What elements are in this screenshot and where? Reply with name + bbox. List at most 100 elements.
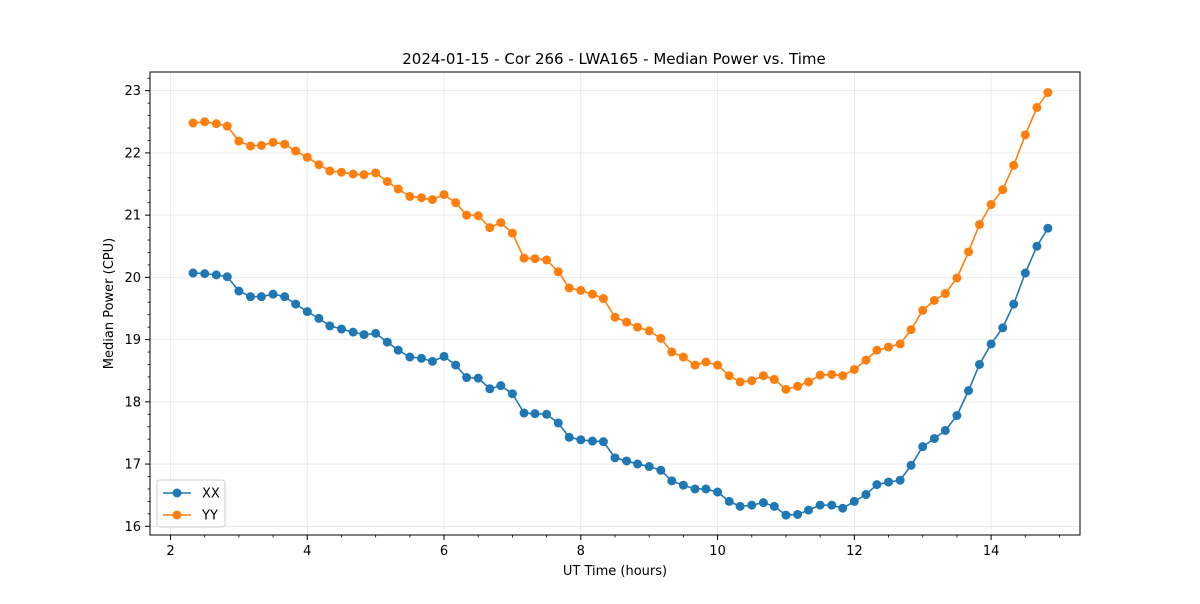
series-xx-point (793, 509, 803, 519)
series-xx-point (964, 386, 974, 396)
axis-ticks: 2 4 6 8 10 12 14 16 17 18 19 20 21 22 23 (124, 77, 1060, 559)
series-yy-point (701, 357, 711, 367)
series-xx-point (713, 487, 723, 497)
series-yy-point (587, 289, 597, 299)
series-xx-point (769, 501, 779, 511)
series-yy-point (439, 190, 449, 200)
series-yy-point (735, 377, 745, 387)
legend: XX YY (156, 479, 226, 528)
series-xx-point (348, 327, 358, 337)
series-xx-point (884, 477, 894, 487)
series-xx-point (519, 408, 529, 418)
series-xx-point (382, 337, 392, 347)
series-xx-point (473, 373, 483, 383)
series-xx-point (667, 476, 677, 486)
series-yy-point (188, 118, 198, 128)
series-xx-point (485, 384, 495, 394)
series-xx-point (542, 409, 552, 419)
series-yy-point (211, 119, 221, 129)
series-yy-point (781, 384, 791, 394)
series-xx-point (747, 500, 757, 510)
x-tick-label: 10 (709, 544, 726, 559)
y-tick-label: 19 (124, 333, 141, 348)
series-yy-point (496, 218, 506, 228)
series-xx-point (451, 360, 461, 370)
series-yy-point (952, 273, 962, 283)
series-xx-point (758, 498, 768, 508)
y-axis-label: Median Power (CPU) (102, 238, 117, 369)
plot-frame (149, 71, 1081, 536)
x-tick-label: 2 (166, 544, 174, 559)
series-xx-point (1043, 223, 1053, 233)
series-yy-point (656, 333, 666, 343)
series-yy-point (256, 140, 266, 150)
series-xx-point (405, 352, 415, 362)
series-xx-point (633, 459, 643, 469)
series-xx-point (940, 425, 950, 435)
series-xx-point (838, 503, 848, 513)
series-xx-point (918, 442, 928, 452)
series-yy-point (986, 200, 996, 210)
series-xx-point (496, 381, 506, 391)
series-xx-point (974, 359, 984, 369)
series-yy-point (416, 193, 426, 203)
series-yy-point (929, 295, 939, 305)
series-xx-point (256, 292, 266, 302)
series-xx-point (849, 496, 859, 506)
series-yy-point (758, 371, 768, 381)
y-tick-label: 18 (124, 395, 141, 410)
series-yy-point (964, 247, 974, 257)
series-xx-point (998, 323, 1008, 333)
series-xx-point (200, 269, 210, 279)
series-xx-point (598, 437, 608, 447)
series-yy-point (747, 376, 757, 386)
series-yy-point (542, 255, 552, 265)
series-yy-point (622, 317, 632, 327)
series-xx-point (1020, 268, 1030, 278)
series-yy-point (268, 137, 278, 147)
series-xx-point (644, 462, 654, 472)
series-yy-point (793, 381, 803, 391)
series-yy-point (644, 326, 654, 336)
series-xx-point (724, 496, 734, 506)
series-yy-point (918, 305, 928, 315)
grid-lines (150, 72, 1080, 535)
x-tick-label: 4 (303, 544, 311, 559)
series-yy-point (314, 160, 324, 170)
series-xx-point (393, 345, 403, 355)
series-xx-point (268, 289, 278, 299)
legend-label-yy: YY (201, 509, 218, 524)
series-yy-point (553, 267, 563, 277)
series-yy-point (302, 152, 312, 162)
series-xx-point (895, 475, 905, 485)
series-yy-point (348, 169, 358, 179)
series-xx-point (314, 313, 324, 323)
series-xx-point (1009, 299, 1019, 309)
series-xx-point (804, 505, 814, 515)
series-xx-point (576, 435, 586, 445)
series-yy-point (576, 285, 586, 295)
chart-title: 2024-01-15 - Cor 266 - LWA165 - Median P… (402, 50, 826, 68)
series-xx-point (530, 409, 540, 419)
series-xx-point (564, 432, 574, 442)
series-xx-point (336, 324, 346, 334)
y-tick-label: 22 (124, 146, 141, 161)
series-yy-point (713, 360, 723, 370)
series-xx-point (587, 436, 597, 446)
series-yy-point (804, 377, 814, 387)
series-yy-point (382, 177, 392, 187)
series-xx-point (188, 268, 198, 278)
series-xx-point (439, 351, 449, 361)
series-yy-point (872, 345, 882, 355)
series-xx-point (211, 270, 221, 280)
series-yy-point (393, 184, 403, 194)
series-yy-point (222, 121, 232, 131)
series-yy-point (1043, 88, 1053, 98)
series-yy-point (564, 283, 574, 293)
series-yy-point (940, 289, 950, 299)
series-xx-point (735, 501, 745, 511)
series-xx-point (222, 272, 232, 282)
series-yy-line (192, 92, 1049, 391)
x-tick-label: 6 (440, 544, 448, 559)
series-xx-point (1032, 241, 1042, 251)
